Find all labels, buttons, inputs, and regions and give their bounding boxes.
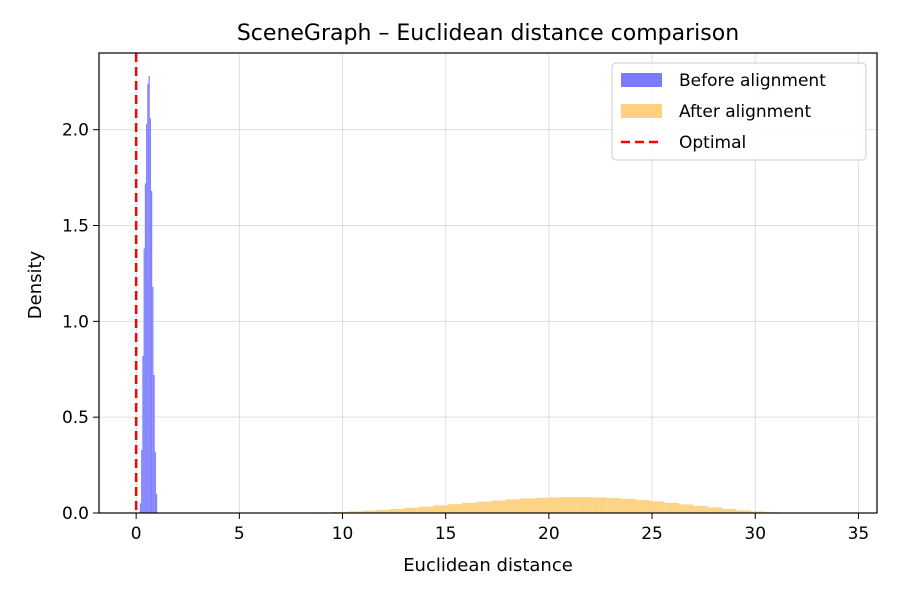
legend-after-alignment-swatch [621,104,662,118]
before-alignment-bar [151,191,152,513]
x-tick-label: 10 [332,524,354,544]
x-tick-label: 15 [435,524,457,544]
y-tick-label: 0.5 [62,408,89,428]
legend-before-alignment-label: Before alignment [679,71,826,91]
x-tick-label: 30 [744,524,766,544]
x-axis-label: Euclidean distance [403,555,573,576]
y-tick-label: 0.0 [62,504,89,524]
x-tick-label: 35 [848,524,870,544]
y-tick-label: 1.5 [62,217,89,237]
before-alignment-bar [141,450,142,513]
after-alignment-bar [679,504,693,513]
before-alignment-bar [145,183,146,513]
after-alignment-bar [462,503,476,513]
after-alignment-bar [477,502,491,513]
after-alignment-bar [636,500,650,513]
before-alignment-bar [146,124,147,513]
after-alignment-bar [404,508,418,513]
legend-after-alignment-label: After alignment [679,102,811,122]
legend-optimal-label: Optimal [679,133,746,153]
x-tick-label: 20 [538,524,560,544]
after-alignment-bar [390,509,404,513]
legend: Before alignment After alignment Optimal [612,63,866,160]
after-alignment-bar [650,501,664,513]
chart-title: SceneGraph – Euclidean distance comparis… [237,21,739,46]
after-alignment-bar [693,506,707,513]
x-tick-label: 5 [234,524,245,544]
before-alignment-bar [152,287,153,513]
after-alignment-bar [549,497,563,513]
after-alignment-bar [607,498,621,513]
y-tick-label: 1.0 [62,312,89,332]
before-alignment-bar [140,503,141,513]
after-alignment-bar [621,499,635,513]
before-alignment-bar [144,249,145,514]
after-alignment-bar [708,507,722,513]
before-alignment-bar [156,494,157,513]
before-alignment-bar [147,84,148,513]
after-alignment-bar [534,498,548,513]
after-alignment-bar [722,509,736,513]
before-alignment-bar [150,118,151,513]
before-alignment-bar [153,375,154,513]
after-alignment-bar [448,504,462,513]
after-alignment-bar [491,501,505,513]
legend-before-alignment-swatch [621,73,662,87]
after-alignment-bar [563,497,577,513]
y-tick-label: 2.0 [62,121,89,141]
after-alignment-bar [506,499,520,513]
after-alignment-bar [433,505,447,513]
before-alignment-bar [155,452,156,513]
ticks-layer: 0 5 10 15 20 25 30 35 0.0 0.5 1.0 1.5 2.0 [62,121,869,544]
x-tick-label: 25 [641,524,663,544]
x-tick-label: 0 [131,524,142,544]
y-axis-label: Density [25,250,46,319]
before-alignment-bar [142,356,143,513]
after-alignment-bar [664,503,678,513]
before-alignment-bar [149,76,150,513]
after-alignment-bar [592,497,606,513]
after-alignment-bar [520,498,534,513]
after-alignment-bar [419,507,433,513]
after-alignment-bar [578,497,592,513]
